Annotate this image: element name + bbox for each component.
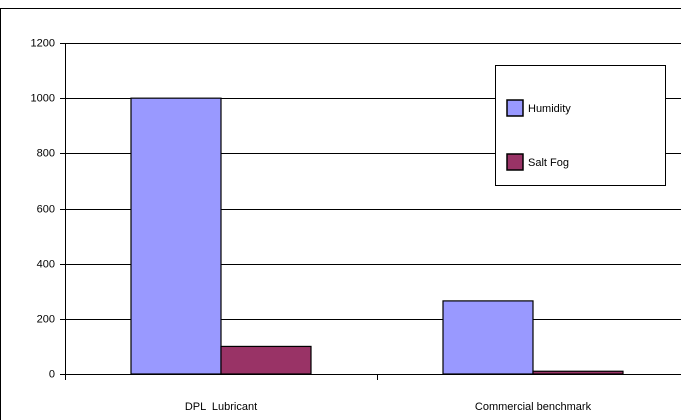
y-tick-label: 1200 — [31, 37, 55, 49]
legend — [495, 65, 666, 186]
bar — [220, 345, 312, 375]
bar — [442, 300, 534, 375]
y-tick-label: 0 — [49, 368, 55, 380]
y-tick-label: 800 — [37, 147, 55, 159]
x-tick-label: DPL Lubricant — [185, 401, 257, 413]
bar — [532, 370, 624, 375]
legend-label: Humidity — [528, 103, 571, 115]
legend-swatch — [506, 99, 524, 117]
y-tick-label: 600 — [37, 203, 55, 215]
y-tick-label: 1000 — [31, 92, 55, 104]
legend-swatch — [506, 153, 524, 171]
bar — [130, 97, 222, 375]
x-tick-label: Commercial benchmark — [475, 401, 592, 413]
legend-label: Salt Fog — [528, 157, 569, 169]
y-tick-label: 400 — [37, 258, 55, 270]
y-tick-label: 200 — [37, 313, 55, 325]
